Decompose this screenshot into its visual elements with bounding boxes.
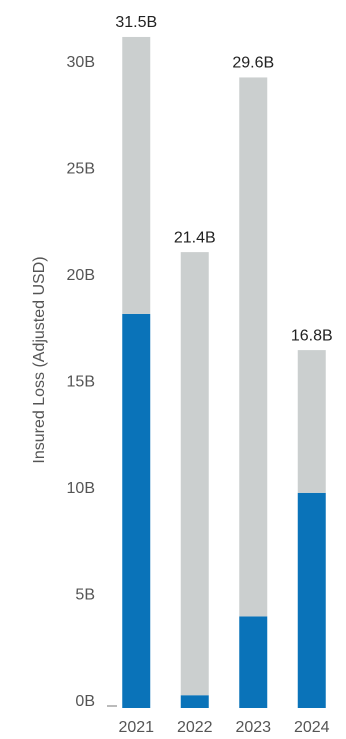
bar-segment xyxy=(297,350,326,493)
x-tick-label: 2023 xyxy=(235,719,271,736)
y-axis-label: Insured Loss (Adjusted USD) xyxy=(31,256,48,463)
x-tick-label: 2022 xyxy=(177,719,213,736)
x-tick-label: 2024 xyxy=(294,719,330,736)
total-label: 16.8B xyxy=(291,327,333,344)
bar-segment xyxy=(122,313,151,708)
total-label: 29.6B xyxy=(232,55,274,72)
y-tick-label: 20B xyxy=(67,267,95,284)
y-tick-label: 15B xyxy=(67,374,95,391)
y-tick-label: 0B xyxy=(75,693,95,710)
y-tick-label: 30B xyxy=(67,54,95,71)
bar-segment xyxy=(297,492,326,708)
total-label: 31.5B xyxy=(115,14,157,31)
total-label: 21.4B xyxy=(174,229,216,246)
y-tick-label: 5B xyxy=(75,587,95,604)
bar-segment xyxy=(239,77,268,617)
bar-segment xyxy=(180,252,209,696)
bar-segment xyxy=(180,695,209,708)
y-tick-label: 25B xyxy=(67,161,95,178)
bar-segment xyxy=(122,36,151,314)
x-tick-label: 2021 xyxy=(118,719,154,736)
y-tick-label: 10B xyxy=(67,480,95,497)
bar-segment xyxy=(239,616,268,708)
